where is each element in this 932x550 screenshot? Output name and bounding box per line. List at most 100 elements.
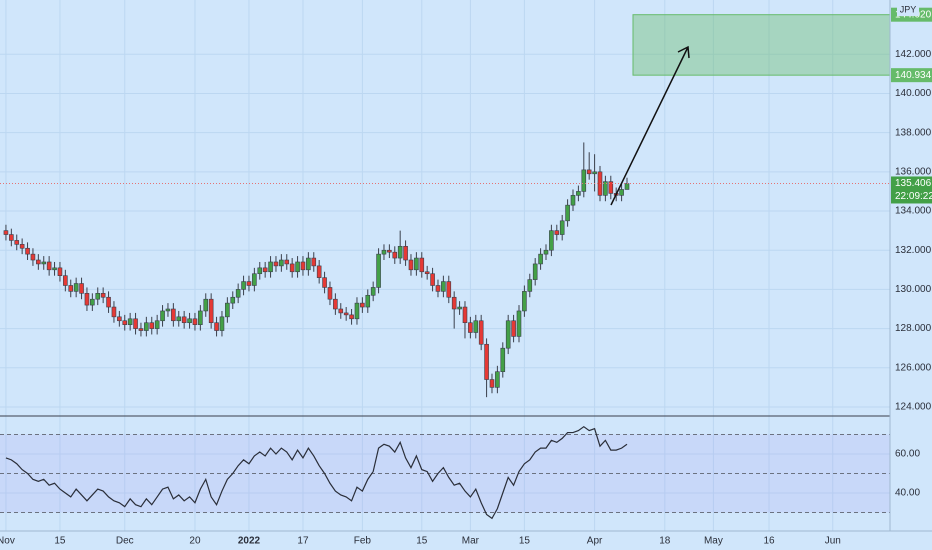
- candle-body: [414, 257, 419, 271]
- candle-body: [300, 261, 306, 271]
- candle-body: [225, 302, 230, 318]
- candle-body: [441, 281, 446, 292]
- candle-body: [165, 308, 171, 312]
- candle-body: [14, 240, 20, 245]
- arrow-line: [610, 46, 689, 206]
- candle-body: [430, 273, 435, 286]
- candle-body: [576, 191, 581, 196]
- candle-body: [538, 253, 543, 265]
- candle-body: [219, 316, 225, 331]
- y-tick-label: 40.00: [895, 488, 920, 499]
- candle-body: [73, 283, 79, 292]
- candle-body: [144, 322, 149, 331]
- candle-body: [473, 320, 479, 333]
- x-tick-label: Feb: [354, 536, 372, 547]
- candle-body: [397, 245, 403, 259]
- candle-body: [149, 322, 155, 329]
- candle-body: [306, 257, 311, 271]
- candle-body: [446, 281, 452, 298]
- x-tick-label: Nov: [0, 536, 15, 547]
- candle-body: [100, 293, 106, 298]
- candle-body: [343, 312, 349, 316]
- y-tick-label: 60.00: [895, 449, 920, 460]
- candle-body: [424, 271, 430, 275]
- x-tick-label: Apr: [587, 536, 603, 547]
- candle-body: [252, 273, 257, 286]
- candle-body: [25, 247, 30, 255]
- rsi-band: [0, 433, 890, 514]
- currency: JPY: [900, 4, 917, 14]
- candle-body: [46, 261, 52, 271]
- y-tick-label: 130.000: [895, 284, 932, 295]
- candle-body: [316, 265, 322, 278]
- candle-body: [214, 322, 219, 331]
- candle-body: [192, 318, 198, 325]
- candle-body: [338, 308, 344, 314]
- candle-body: [522, 291, 527, 312]
- candle-body: [208, 298, 214, 324]
- candle-body: [554, 230, 560, 235]
- candle-body: [160, 310, 165, 322]
- candle-body: [171, 308, 176, 322]
- candle-body: [543, 249, 549, 255]
- candle-body: [581, 169, 587, 192]
- candle-body: [376, 253, 381, 288]
- candle-body: [457, 306, 462, 310]
- candle-body: [327, 287, 333, 300]
- candle-body: [592, 171, 597, 175]
- candle-body: [624, 183, 630, 190]
- candle-body: [154, 320, 160, 329]
- candle-body: [268, 261, 273, 273]
- candle-body: [408, 259, 414, 271]
- candle-body: [570, 195, 576, 206]
- y-tick-label: 124.000: [895, 402, 932, 413]
- currency-box: [897, 4, 919, 16]
- candle-body: [505, 320, 511, 349]
- candle-body: [279, 259, 284, 267]
- candle-body: [495, 371, 500, 388]
- target-zone: [632, 14, 891, 76]
- x-tick-label: 18: [659, 536, 671, 547]
- last-price-label: 135.406: [895, 178, 932, 189]
- candle-body: [57, 267, 63, 276]
- candle-body: [419, 257, 425, 273]
- candle-body: [235, 289, 241, 298]
- candle-body: [387, 249, 392, 253]
- candle-body: [597, 171, 603, 196]
- candle-body: [203, 298, 209, 312]
- y-tick-label: 132.000: [895, 245, 932, 256]
- x-tick-label: 15: [416, 536, 428, 547]
- candle-body: [241, 281, 246, 290]
- candle-body: [349, 314, 354, 320]
- candle-body: [90, 298, 95, 306]
- candle-body: [462, 306, 468, 324]
- candle-body: [559, 220, 565, 235]
- candle-body: [127, 318, 133, 325]
- marks: [0, 14, 891, 520]
- y-tick-label: 128.000: [895, 323, 932, 334]
- candle-body: [95, 293, 101, 300]
- candle-body: [435, 285, 441, 292]
- arrow-head: [677, 45, 690, 59]
- candle-body: [360, 302, 365, 308]
- candle-body: [608, 181, 614, 194]
- candle-body: [257, 267, 263, 275]
- candle-body: [52, 267, 57, 271]
- candle-body: [478, 320, 484, 345]
- grid: [0, 0, 890, 531]
- candle-body: [381, 249, 387, 255]
- candle-body: [84, 293, 90, 306]
- candle-body: [322, 277, 327, 288]
- candle-body: [117, 316, 122, 322]
- candle-body: [138, 328, 144, 331]
- candle-body: [246, 281, 252, 286]
- candle-body: [500, 347, 506, 372]
- zone-price-box: [891, 68, 932, 83]
- y-tick-label: 126.000: [895, 362, 932, 373]
- candle-body: [370, 287, 376, 296]
- candle-body: [586, 169, 592, 175]
- candle-body: [9, 234, 14, 241]
- candle-body: [484, 343, 489, 380]
